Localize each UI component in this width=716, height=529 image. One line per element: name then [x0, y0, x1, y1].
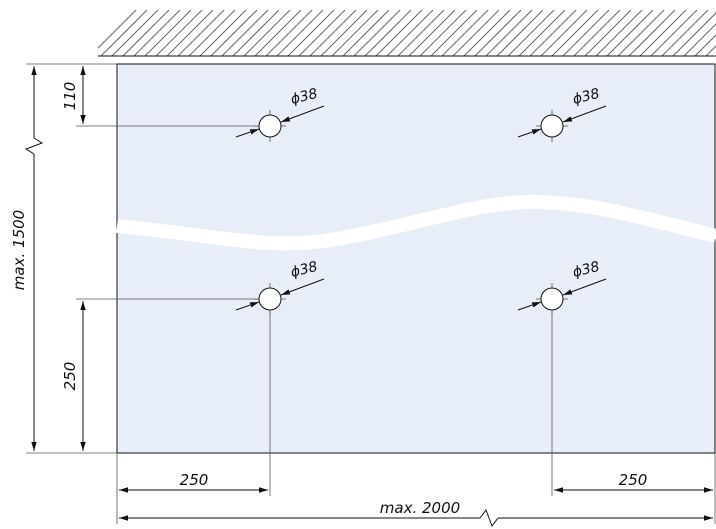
hatch-line	[387, 10, 433, 56]
dimension-bottom-offset: 250	[61, 301, 83, 451]
hatch-line	[618, 10, 664, 56]
hatch-line	[101, 10, 147, 56]
hatch-line	[288, 10, 334, 56]
hatch-line	[453, 10, 499, 56]
right-offset-label: 250	[619, 471, 648, 489]
hatch-line	[376, 10, 422, 56]
hatch-line	[585, 10, 631, 56]
hatch-line	[464, 10, 510, 56]
hatch-line	[156, 10, 202, 56]
hatch-line	[277, 10, 323, 56]
hatch-line	[211, 10, 257, 56]
hatch-line	[310, 10, 356, 56]
hatch-line	[541, 10, 587, 56]
glass-panel	[117, 64, 715, 453]
hatch-line	[244, 10, 290, 56]
hatch-line	[398, 10, 444, 56]
hatch-line	[519, 10, 565, 56]
dimension-max-height: max. 1500	[10, 66, 42, 451]
hatch-line	[200, 10, 246, 56]
hatch-line	[684, 10, 716, 56]
hatch-line	[552, 10, 598, 56]
hatch-line	[497, 10, 543, 56]
hatch-line	[596, 10, 642, 56]
hatch-line	[508, 10, 554, 56]
hatch-line	[178, 10, 224, 56]
hatch-line	[233, 10, 279, 56]
hatch-line	[189, 10, 235, 56]
hatch-line	[563, 10, 609, 56]
max-height-label: max. 1500	[10, 210, 28, 290]
hatch-line	[365, 10, 411, 56]
hatch-line	[90, 10, 136, 56]
wall-hatching	[90, 10, 716, 56]
hatch-line	[420, 10, 466, 56]
hatch-line	[343, 10, 389, 56]
top-offset-label: 110	[61, 82, 79, 111]
hatch-line	[409, 10, 455, 56]
dimension-max-width: max. 2000	[119, 499, 713, 526]
hatch-line	[486, 10, 532, 56]
hatch-line	[112, 10, 158, 56]
hatch-line	[662, 10, 708, 56]
hatch-line	[299, 10, 345, 56]
dimension-left-offset: 250	[119, 471, 268, 490]
hatch-line	[442, 10, 488, 56]
dimension-top-offset: 110	[61, 66, 83, 124]
hatch-line	[354, 10, 400, 56]
bottom-offset-label: 250	[61, 362, 79, 391]
hatch-line	[134, 10, 180, 56]
hatch-line	[640, 10, 686, 56]
hatch-line	[475, 10, 521, 56]
hatch-line	[145, 10, 191, 56]
hatch-line	[167, 10, 213, 56]
hatch-line	[332, 10, 378, 56]
left-offset-label: 250	[180, 471, 209, 489]
dimension-right-offset: 250	[554, 471, 713, 490]
hatch-line	[629, 10, 675, 56]
hatch-line	[321, 10, 367, 56]
hatch-line	[222, 10, 268, 56]
hatch-line	[255, 10, 301, 56]
hatch-line	[574, 10, 620, 56]
max-width-label: max. 2000	[380, 499, 460, 517]
hatch-line	[530, 10, 576, 56]
hatch-line	[123, 10, 169, 56]
hatch-line	[431, 10, 477, 56]
hatch-line	[607, 10, 653, 56]
hatch-line	[651, 10, 697, 56]
hatch-line	[266, 10, 312, 56]
